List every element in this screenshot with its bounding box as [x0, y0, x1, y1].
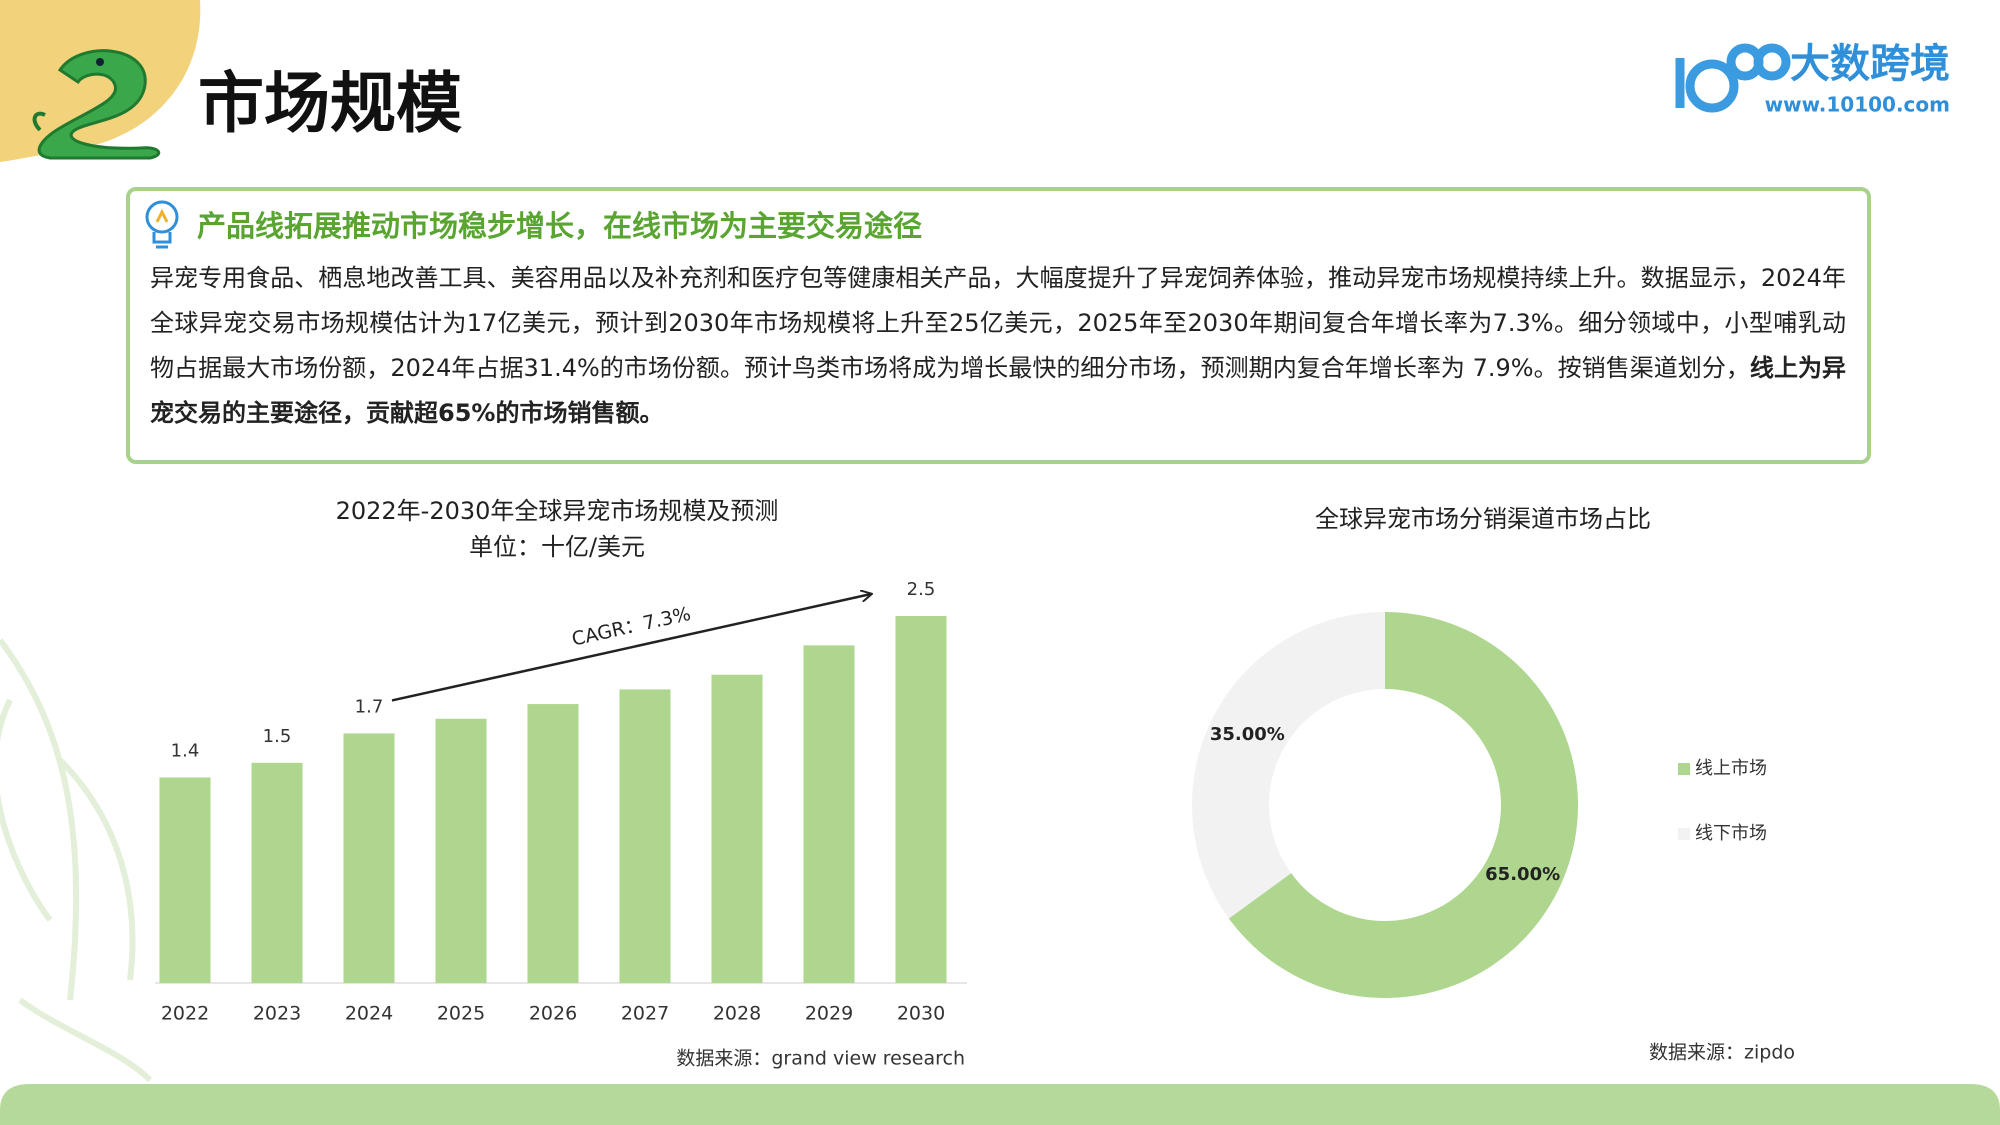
bar	[435, 718, 487, 983]
source-note: 数据来源：grand view research	[676, 1048, 965, 1070]
corner-blob	[0, 0, 201, 162]
x-tick-label: 2024	[345, 1003, 393, 1025]
snake-icon	[32, 49, 161, 160]
bulb-icon	[145, 200, 179, 249]
bar	[619, 689, 671, 983]
data-label: 65.00%	[1485, 864, 1560, 885]
data-label: 1.5	[263, 726, 292, 747]
logo-mark	[1675, 43, 1791, 113]
summary-heading: 产品线拓展推动市场稳步增长，在线市场为主要交易途径	[197, 209, 922, 243]
data-label: 1.4	[171, 740, 200, 761]
bar	[251, 762, 303, 983]
x-tick-label: 2026	[529, 1003, 577, 1025]
x-tick-label: 2029	[805, 1003, 853, 1025]
footer-band	[0, 1084, 2000, 1125]
x-tick-label: 2022	[161, 1003, 209, 1025]
summary-box	[126, 187, 1871, 464]
chart-title: 全球异宠市场分销渠道市场占比	[1315, 505, 1651, 533]
page-title: 市场规模	[198, 65, 462, 142]
chart-title: 2022年-2030年全球异宠市场规模及预测	[336, 497, 779, 525]
summary-text: 异宠专用食品、栖息地改善工具、美容用品以及补充剂和医疗包等健康相关产品，大幅度提…	[150, 264, 1846, 382]
x-tick-label: 2030	[897, 1003, 945, 1025]
bar	[343, 733, 395, 983]
summary-emphasis: 线上为异宠交易的主要途径，贡献超65%的市场销售额。	[150, 354, 1847, 427]
cagr-annotation: CAGR：7.3%	[570, 603, 693, 651]
bar	[803, 645, 855, 983]
logo-url: www.10100.com	[1765, 93, 1950, 117]
data-label: 2.5	[907, 579, 936, 600]
leaf-decoration	[0, 638, 153, 1083]
x-tick-label: 2027	[621, 1003, 669, 1025]
x-tick-label: 2023	[253, 1003, 301, 1025]
bar	[159, 777, 211, 983]
legend-label: 线下市场	[1695, 823, 1767, 844]
data-label: 35.00%	[1210, 724, 1285, 745]
donut-slice	[1228, 612, 1579, 998]
legend-swatch	[1678, 828, 1690, 840]
data-label: 1.7	[355, 696, 384, 717]
legend-label: 线上市场	[1695, 758, 1767, 779]
chart-subtitle: 单位：十亿/美元	[469, 533, 645, 561]
x-tick-label: 2025	[437, 1003, 485, 1025]
summary-body: 异宠专用食品、栖息地改善工具、美容用品以及补充剂和医疗包等健康相关产品，大幅度提…	[150, 256, 1846, 436]
bar	[895, 616, 947, 983]
source-note: 数据来源：zipdo	[1649, 1042, 1795, 1064]
bar	[527, 704, 579, 983]
logo-name: 大数跨境	[1790, 41, 1950, 87]
bar	[711, 674, 763, 983]
cagr-arrow	[391, 594, 871, 702]
x-tick-label: 2028	[713, 1003, 761, 1025]
legend-swatch	[1678, 763, 1690, 775]
donut-slice	[1191, 611, 1385, 919]
